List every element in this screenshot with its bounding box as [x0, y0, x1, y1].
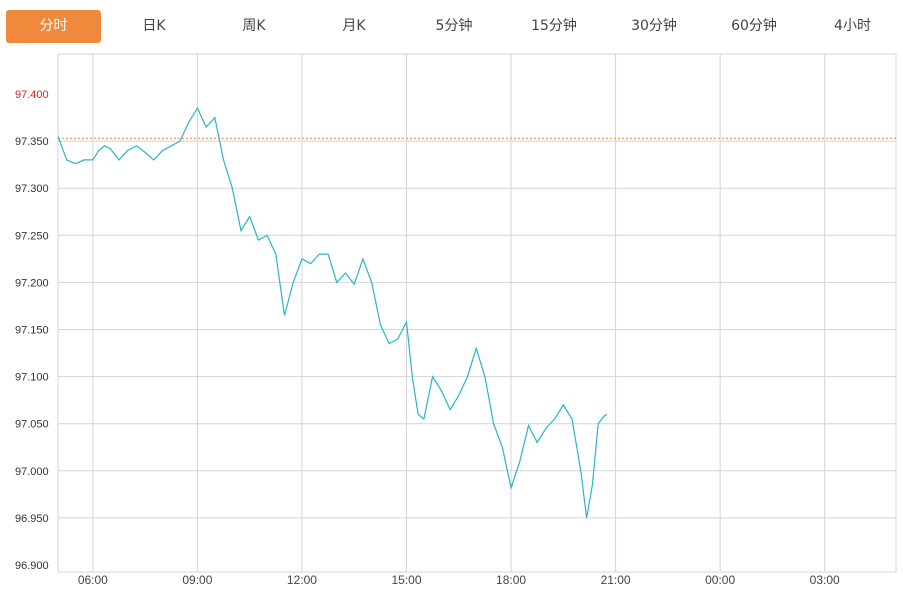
y-tick-label: 97.400 — [15, 89, 49, 101]
tab-4hour[interactable]: 4小时 — [834, 18, 871, 34]
tab-intraday[interactable]: 分时 — [6, 10, 101, 43]
tab-60min[interactable]: 60分钟 — [731, 18, 777, 34]
tab-weekly-k[interactable]: 周K — [242, 18, 266, 34]
tab-30min[interactable]: 30分钟 — [631, 18, 677, 34]
y-tick-label: 97.050 — [15, 419, 49, 431]
y-tick-label: 97.100 — [15, 372, 49, 384]
y-tick-label: 97.300 — [15, 183, 49, 195]
y-tick-label: 96.900 — [15, 560, 49, 572]
price-series-line — [57, 106, 608, 519]
tab-monthly-k[interactable]: 月K — [342, 18, 366, 34]
y-tick-label: 96.950 — [15, 513, 49, 525]
y-tick-label: 97.000 — [15, 466, 49, 478]
tab-15min[interactable]: 15分钟 — [531, 18, 577, 34]
x-tick-label: 00:00 — [705, 573, 735, 587]
period-tab-bar: 分时 日K 周K 月K 5分钟 15分钟 30分钟 60分钟 4小时 — [0, 0, 903, 52]
x-tick-label: 15:00 — [391, 573, 421, 587]
x-tick-label: 06:00 — [78, 573, 108, 587]
x-tick-label: 18:00 — [496, 573, 526, 587]
x-axis-tick-labels: 06:00 09:00 12:00 15:00 18:00 21:00 00:00 03:00 — [78, 573, 840, 587]
x-tick-label: 09:00 — [182, 573, 212, 587]
x-tick-label: 21:00 — [601, 573, 631, 587]
plot-frame — [57, 53, 897, 573]
y-tick-label: 97.200 — [15, 277, 49, 289]
y-tick-label: 97.350 — [15, 136, 49, 148]
tab-daily-k[interactable]: 日K — [142, 18, 166, 34]
price-chart: 97.400 97.350 97.300 97.250 97.200 97.150 97.1… — [15, 53, 897, 587]
y-axis-tick-labels: 97.400 97.350 97.300 97.250 97.200 97.150 97.1… — [15, 89, 49, 572]
y-tick-label: 97.250 — [15, 230, 49, 242]
chart-grid — [57, 53, 897, 573]
y-tick-label: 97.150 — [15, 325, 49, 337]
x-tick-label: 12:00 — [287, 573, 317, 587]
x-tick-label: 03:00 — [810, 573, 840, 587]
tab-5min[interactable]: 5分钟 — [435, 18, 473, 34]
